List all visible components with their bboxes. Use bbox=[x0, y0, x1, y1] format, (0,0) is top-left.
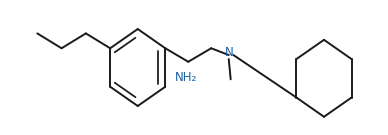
Text: NH₂: NH₂ bbox=[175, 71, 197, 84]
Text: N: N bbox=[225, 46, 234, 60]
